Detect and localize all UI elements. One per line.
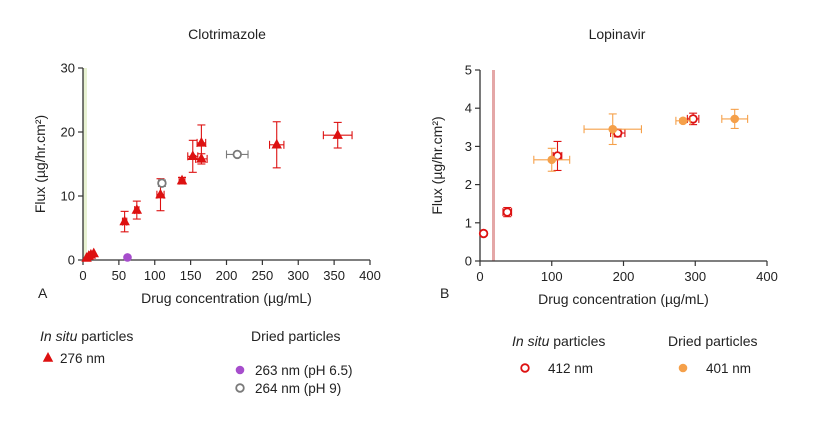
legend-group-1: Dried particles 263 nm (pH 6.5) 264 nm (pH… (235, 328, 353, 396)
panel-letter: B (440, 285, 449, 301)
y-tick-label: 20 (61, 125, 75, 140)
legend-group-1: Dried particles 401 nm (668, 333, 757, 376)
x-axis-label: Drug concentration (µg/mL) (538, 291, 709, 307)
data-point (123, 253, 132, 262)
x-tick-label: 300 (287, 268, 309, 283)
legend-marker (520, 363, 530, 373)
series-0 (81, 121, 353, 262)
y-axis-label: Flux (µg/hr.cm²) (429, 116, 445, 214)
chart-panel-0: 0 50 100 150 200 250 300 350 400 0 10 20 30 Clotrimaz… (32, 26, 381, 396)
chart-title: Clotrimazole (188, 26, 266, 42)
legend-marker (235, 383, 245, 393)
legend-entry: 276 nm (60, 351, 105, 366)
legend-heading-italic: In situ (512, 333, 550, 349)
y-tick-label: 4 (465, 101, 472, 116)
x-tick-label: 200 (613, 269, 635, 284)
y-tick-label: 2 (465, 177, 472, 192)
y-axis-label: Flux (µg/hr.cm²) (32, 115, 48, 213)
legend-marker (678, 363, 688, 373)
x-tick-label: 0 (476, 269, 483, 284)
data-point (157, 178, 167, 188)
data-point (502, 207, 512, 217)
y-tick-label: 30 (61, 61, 75, 76)
legend-heading: Dried particles (251, 328, 340, 344)
x-tick-label: 100 (541, 269, 563, 284)
y-tick-label: 1 (465, 215, 472, 230)
series-1 (123, 253, 132, 262)
series-1 (533, 108, 749, 172)
data-point (478, 228, 489, 239)
legend-group-0: In situ particles 412 nm (512, 333, 605, 376)
legend-heading: Dried particles (668, 333, 757, 349)
data-point (131, 204, 143, 214)
chart-panel-1: 0 100 200 300 400 0 1 2 3 4 5 Lopinavir Drug concent… (429, 26, 778, 376)
x-tick-label: 50 (112, 268, 126, 283)
x-tick-label: 100 (144, 268, 166, 283)
y-tick-label: 5 (465, 63, 472, 78)
chart-title: Lopinavir (589, 26, 646, 42)
data-point (608, 124, 618, 134)
legend-entry: 412 nm (548, 361, 593, 376)
x-tick-label: 350 (323, 268, 345, 283)
legend-entry: 401 nm (706, 361, 751, 376)
legend-heading-italic: In situ (40, 328, 78, 344)
legend-heading: In situ particles (40, 328, 133, 344)
y-tick-label: 3 (465, 139, 472, 154)
x-axis-label: Drug concentration (µg/mL) (141, 290, 312, 306)
data-point (547, 155, 557, 165)
legend-group-0: In situ particles 276 nm (40, 328, 133, 366)
legend-entry: 264 nm (pH 9) (255, 381, 341, 396)
data-point (155, 188, 166, 199)
axis-side-band (492, 70, 495, 261)
legend-marker (235, 365, 245, 375)
x-tick-label: 200 (216, 268, 238, 283)
x-tick-label: 400 (359, 268, 381, 283)
data-point (88, 247, 99, 258)
x-tick-label: 400 (756, 269, 778, 284)
y-tick-label: 0 (68, 253, 75, 268)
legend-heading-text: Dried particles (668, 333, 757, 349)
data-point (119, 215, 130, 226)
legend-heading-text: particles (77, 328, 133, 344)
x-tick-label: 150 (180, 268, 202, 283)
data-point (678, 116, 688, 126)
data-point (196, 152, 207, 163)
series-0 (478, 112, 700, 239)
legend-heading-text: Dried particles (251, 328, 340, 344)
data-point (176, 174, 188, 185)
x-tick-label: 0 (79, 268, 86, 283)
y-tick-label: 10 (61, 189, 75, 204)
data-point (688, 114, 698, 124)
series-2 (157, 149, 249, 188)
x-tick-label: 250 (252, 268, 274, 283)
x-tick-label: 300 (684, 269, 706, 284)
legend-marker (42, 351, 54, 362)
data-point (332, 129, 343, 139)
legend-heading-text: particles (549, 333, 605, 349)
y-tick-label: 0 (465, 254, 472, 269)
panel-letter: A (38, 285, 48, 301)
axis-side-band (83, 68, 87, 260)
data-point (730, 114, 740, 124)
data-point (187, 150, 199, 161)
legend-heading: In situ particles (512, 333, 605, 349)
data-point (271, 138, 282, 149)
data-point (196, 136, 207, 147)
legend-entry: 263 nm (pH 6.5) (255, 363, 353, 378)
data-point (232, 149, 242, 160)
